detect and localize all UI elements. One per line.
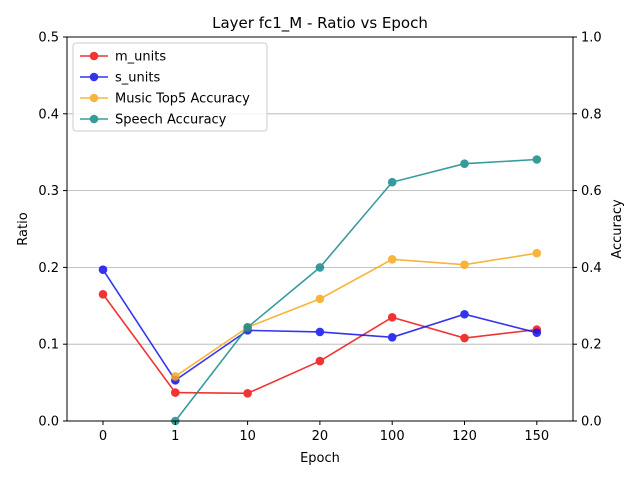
legend-label: s_units (115, 71, 160, 86)
data-point (460, 260, 469, 270)
legend-item (80, 114, 108, 124)
y-right-tick-label: 1.0 (581, 31, 602, 46)
y-right-tick-label: 0.0 (581, 415, 602, 430)
data-point (460, 309, 469, 319)
y-tick-label: 0.3 (38, 184, 59, 199)
legend-marker (89, 114, 99, 124)
data-point (532, 155, 542, 164)
series-lines (98, 155, 542, 426)
x-tick-label: 0 (99, 429, 107, 444)
legend-marker (89, 51, 99, 61)
data-point (387, 313, 397, 322)
data-point (315, 294, 325, 304)
data-point (315, 263, 325, 272)
x-tick-label: 1 (171, 429, 179, 444)
y-axis-label: Ratio (16, 212, 31, 245)
y-right-tick-label: 0.6 (581, 184, 602, 199)
x-tick-label: 120 (452, 429, 477, 444)
data-point (387, 177, 397, 187)
data-point (171, 372, 180, 381)
y-tick-label: 0.0 (38, 415, 59, 430)
series-line (174, 252, 537, 378)
series-m-units (98, 289, 542, 398)
data-point (315, 327, 325, 337)
y-right-tick-label: 0.2 (581, 338, 602, 353)
x-tick-label: 100 (380, 429, 405, 444)
data-point (532, 328, 542, 337)
data-point (98, 289, 108, 299)
data-point (387, 255, 397, 264)
y-tick-label: 0.1 (38, 338, 59, 353)
series-speech-accuracy (171, 155, 542, 426)
y-tick-label: 0.5 (38, 31, 59, 46)
axes: 0.0 0.1 0.2 0.3 0.4 0.5 0.0 0.2 0.4 0.6 0.8 1.0 0 1 10… (38, 31, 601, 445)
y-right-tick-label: 0.4 (581, 261, 602, 276)
x-tick-label: 10 (239, 429, 256, 444)
legend-item (80, 51, 108, 61)
y-right-tick-label: 0.8 (581, 107, 602, 122)
legend-box (72, 42, 268, 132)
legend-marker (89, 72, 99, 82)
data-point (315, 356, 325, 366)
data-point (460, 333, 469, 343)
data-point (243, 323, 252, 332)
data-point (387, 332, 397, 342)
legend: m_units s_units Music Top5 Accuracy Speech … (72, 42, 268, 132)
legend-label: m_units (115, 50, 166, 65)
data-point (243, 389, 252, 398)
data-point (171, 388, 180, 397)
y-tick-label: 0.4 (38, 107, 59, 122)
legend-item (80, 72, 108, 82)
data-point (532, 248, 542, 258)
x-tick-label: 150 (524, 429, 549, 444)
series-line (174, 158, 537, 422)
chart-title: Layer fc1_M - Ratio vs Epoch (212, 14, 428, 33)
data-point (460, 159, 469, 169)
legend-item (80, 93, 108, 103)
y-tick-label: 0.2 (38, 261, 59, 276)
legend-label: Music Top5 Accuracy (115, 92, 250, 107)
x-tick-label: 20 (312, 429, 329, 444)
legend-marker (89, 93, 99, 103)
y-axis-right-label: Accuracy (610, 199, 625, 259)
data-point (98, 265, 108, 275)
x-axis-label: Epoch (300, 451, 340, 466)
legend-label: Speech Accuracy (115, 113, 227, 128)
